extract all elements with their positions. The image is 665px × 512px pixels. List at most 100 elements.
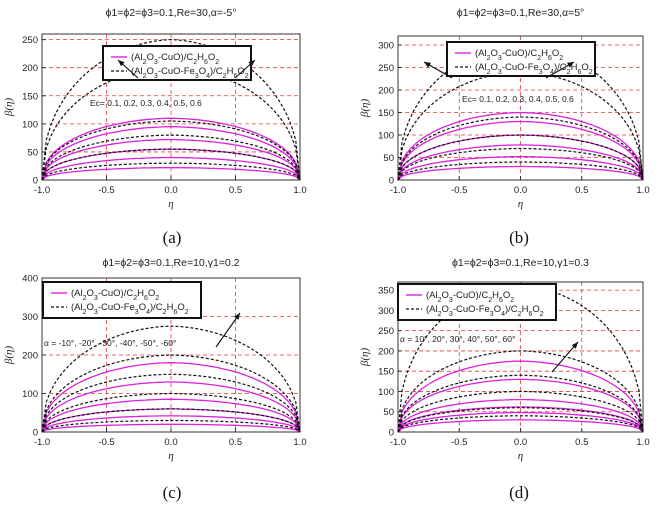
- series-line-al2o3-cuo-fe3o4: [397, 147, 644, 181]
- series-line-al2o3-cuo: [41, 362, 301, 433]
- series-line-al2o3-cuo-fe3o4: [397, 350, 644, 433]
- series-line-al2o3-cuo-fe3o4: [41, 373, 301, 433]
- series-line-al2o3-cuo: [41, 117, 301, 181]
- x-tick-label: 1.0: [293, 437, 306, 448]
- arrow-head: [567, 62, 574, 68]
- panel-caption: (c): [163, 483, 182, 502]
- y-axis-label: β(η): [3, 98, 15, 118]
- series-line-al2o3-cuo-fe3o4: [41, 354, 301, 433]
- x-tick-label: 1.0: [636, 185, 649, 196]
- x-axis-label: η: [168, 198, 173, 210]
- arrow-head: [571, 342, 578, 349]
- series-line-al2o3-cuo: [41, 138, 301, 181]
- y-tick-label: 350: [378, 286, 394, 297]
- panel-title: ϕ1=ϕ2=ϕ3=0.1,Re=10,γ1=0.2: [102, 257, 239, 269]
- legend-label: (Al2O3-CuO-Fe3O4)/C2H6O2: [131, 66, 249, 80]
- legend-label: (Al2O3-CuO-Fe3O4)/C2H6O2: [71, 302, 189, 316]
- y-tick-label: 250: [378, 326, 394, 337]
- x-tick-label: -1.0: [34, 185, 50, 196]
- y-tick-label: 250: [378, 63, 394, 74]
- y-tick-label: 400: [22, 274, 38, 285]
- series-line-al2o3-cuo: [41, 415, 301, 433]
- legend-box: [42, 281, 202, 319]
- series-line-al2o3-cuo-fe3o4: [41, 134, 301, 181]
- series-line-al2o3-cuo: [397, 419, 644, 433]
- arrow-head: [234, 313, 240, 320]
- series-line-al2o3-cuo-fe3o4: [397, 161, 644, 181]
- y-tick-label: 150: [378, 108, 394, 119]
- y-tick-label: 0: [389, 428, 394, 439]
- panel-title: ϕ1=ϕ2=ϕ3=0.1,Re=30,α=5°: [457, 7, 584, 19]
- parameter-annotation: α = -10°, -20°, -30°, -40°, -50°, -60°: [44, 338, 176, 348]
- parameter-annotation: Ec= 0.1, 0.2, 0.3, 0.4, 0.5, 0.6: [462, 94, 574, 104]
- y-tick-label: 50: [383, 407, 394, 418]
- legend-box: [446, 41, 596, 77]
- series-line-al2o3-cuo-fe3o4: [41, 392, 301, 433]
- legend-label: (Al2O3-CuO-Fe3O4)/C2H6O2: [426, 304, 544, 318]
- y-tick-label: 200: [22, 63, 38, 74]
- series-line-al2o3-cuo-fe3o4: [397, 374, 644, 433]
- series-line-al2o3-cuo-fe3o4: [41, 38, 301, 181]
- x-tick-label: 0.5: [575, 437, 588, 448]
- series-line-al2o3-cuo-fe3o4: [41, 120, 301, 181]
- x-tick-label: 0.0: [164, 437, 177, 448]
- panel-caption: (a): [163, 228, 182, 247]
- x-tick-label: -1.0: [34, 437, 50, 448]
- y-tick-label: 200: [378, 346, 394, 357]
- y-tick-label: 0: [33, 176, 38, 187]
- series-line-al2o3-cuo: [397, 411, 644, 433]
- series-line-al2o3-cuo-fe3o4: [397, 390, 644, 433]
- parameter-annotation: α = 10°, 20°, 30°, 40°, 50°, 60°: [400, 334, 515, 344]
- y-tick-label: 150: [378, 367, 394, 378]
- y-tick-label: 300: [22, 312, 38, 323]
- y-tick-label: 100: [22, 119, 38, 130]
- y-tick-label: 0: [33, 428, 38, 439]
- series-line-al2o3-cuo-fe3o4: [41, 325, 301, 433]
- series-line-al2o3-cuo-fe3o4: [397, 134, 644, 181]
- y-tick-label: 100: [378, 387, 394, 398]
- series-line-al2o3-cuo-fe3o4: [397, 415, 644, 433]
- y-tick-label: 250: [22, 35, 38, 46]
- panel-title: ϕ1=ϕ2=ϕ3=0.1,Re=30,α=-5°: [106, 7, 237, 19]
- series-line-al2o3-cuo: [397, 111, 644, 181]
- legend-label: (Al2O3-CuO)/C2H6O2: [131, 52, 219, 66]
- x-tick-label: 0.0: [514, 185, 527, 196]
- series-line-al2o3-cuo: [397, 165, 644, 181]
- y-axis-label: β(η): [359, 348, 371, 368]
- series-line-al2o3-cuo: [397, 398, 644, 433]
- x-tick-label: -1.0: [390, 185, 406, 196]
- x-axis-label: η: [518, 198, 523, 210]
- series-line-al2o3-cuo: [397, 120, 644, 181]
- arrow-head: [248, 60, 255, 67]
- series-line-al2o3-cuo: [41, 423, 301, 433]
- x-axis-label: η: [168, 450, 173, 462]
- series-line-al2o3-cuo: [41, 381, 301, 433]
- y-tick-label: 50: [27, 147, 38, 158]
- x-tick-label: -0.5: [451, 437, 467, 448]
- direction-arrow: [215, 312, 241, 348]
- series-line-al2o3-cuo: [397, 144, 644, 181]
- y-axis-label: β(η): [359, 99, 371, 119]
- series-line-al2o3-cuo-fe3o4: [41, 419, 301, 433]
- y-tick-label: 150: [22, 91, 38, 102]
- arrow-head: [424, 62, 431, 68]
- panel-caption: (d): [509, 483, 529, 502]
- y-tick-label: 100: [22, 389, 38, 400]
- legend-label: (Al2O3-CuO)/C2H6O2: [71, 288, 159, 302]
- y-tick-label: 300: [378, 41, 394, 52]
- x-axis-label: η: [518, 450, 523, 462]
- legend-label: (Al2O3-CuO)/C2H6O2: [475, 48, 563, 62]
- x-tick-label: 1.0: [293, 185, 306, 196]
- legend-label: (Al2O3-CuO)/C2H6O2: [426, 290, 514, 304]
- series-line-al2o3-cuo: [41, 156, 301, 181]
- y-tick-label: 300: [378, 306, 394, 317]
- x-tick-label: 0.0: [164, 185, 177, 196]
- series-line-al2o3-cuo: [397, 378, 644, 433]
- series-line-al2o3-cuo: [41, 166, 301, 181]
- x-tick-label: -0.5: [98, 437, 114, 448]
- series-line-al2o3-cuo: [41, 126, 301, 181]
- y-tick-label: 0: [389, 176, 394, 187]
- panel-title: ϕ1=ϕ2=ϕ3=0.1,Re=10,γ1=0.3: [452, 257, 589, 269]
